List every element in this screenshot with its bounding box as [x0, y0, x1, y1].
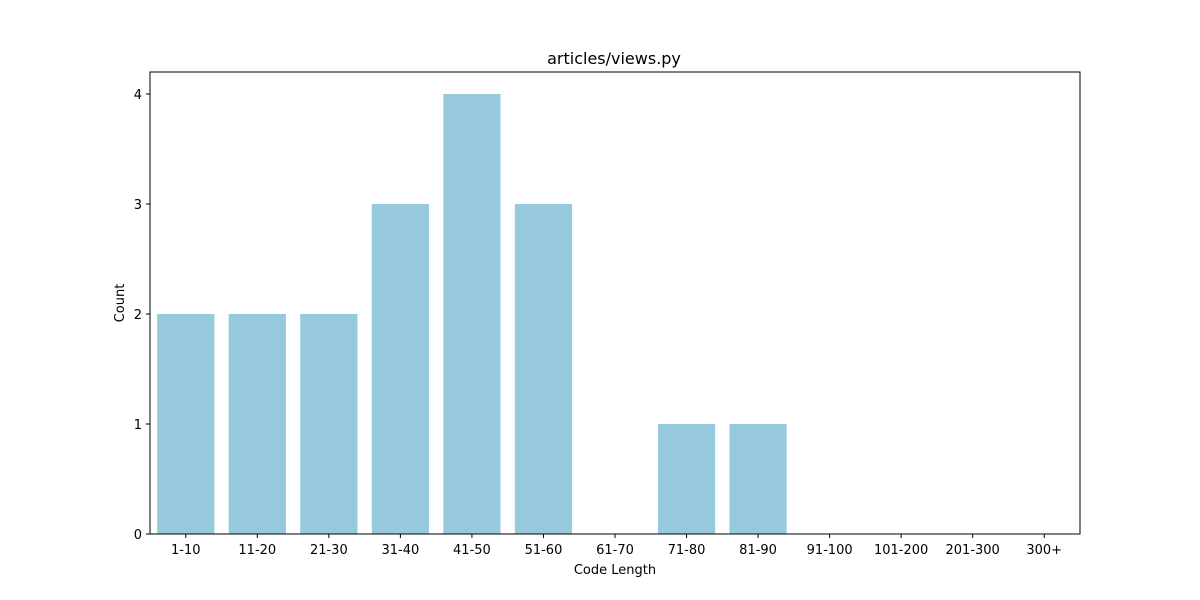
bar-11-20 [228, 314, 286, 534]
x-tick-label: 41-50 [453, 543, 491, 558]
y-axis-ticks: 0 1 2 3 4 [134, 88, 150, 543]
x-tick-label: 101-200 [874, 543, 928, 558]
y-tick-label: 1 [134, 418, 142, 433]
plot-frame [149, 71, 1081, 535]
bar-1-10 [157, 314, 215, 534]
bar-41-50 [443, 94, 501, 534]
y-tick-label: 2 [134, 308, 142, 323]
bars-group [157, 94, 787, 534]
x-tick-label: 91-100 [807, 543, 853, 558]
y-axis-label: Count [113, 284, 128, 323]
x-tick-label: 51-60 [525, 543, 563, 558]
x-axis-label: Code Length [574, 563, 656, 578]
bar-71-80 [657, 424, 716, 534]
bar-81-90 [729, 424, 787, 534]
y-tick-label: 4 [134, 88, 142, 103]
x-tick-label: 300+ [1026, 543, 1062, 558]
bar-31-40 [371, 204, 429, 534]
x-axis-ticks: 1-10 11-20 21-30 31-40 41-50 51-60 61-70 71-80 8… [171, 534, 1062, 558]
chart-title: articles/views.py [547, 49, 681, 68]
x-tick-label: 71-80 [668, 543, 706, 558]
bar-21-30 [300, 314, 358, 534]
x-tick-label: 1-10 [171, 543, 201, 558]
y-tick-label: 0 [134, 528, 142, 543]
x-tick-label: 11-20 [238, 543, 276, 558]
y-tick-label: 3 [134, 198, 142, 213]
bar-51-60 [514, 204, 573, 534]
x-tick-label: 201-300 [946, 543, 1000, 558]
x-tick-label: 21-30 [310, 543, 348, 558]
x-tick-label: 81-90 [739, 543, 777, 558]
x-tick-label: 61-70 [596, 543, 634, 558]
x-tick-label: 31-40 [381, 543, 419, 558]
